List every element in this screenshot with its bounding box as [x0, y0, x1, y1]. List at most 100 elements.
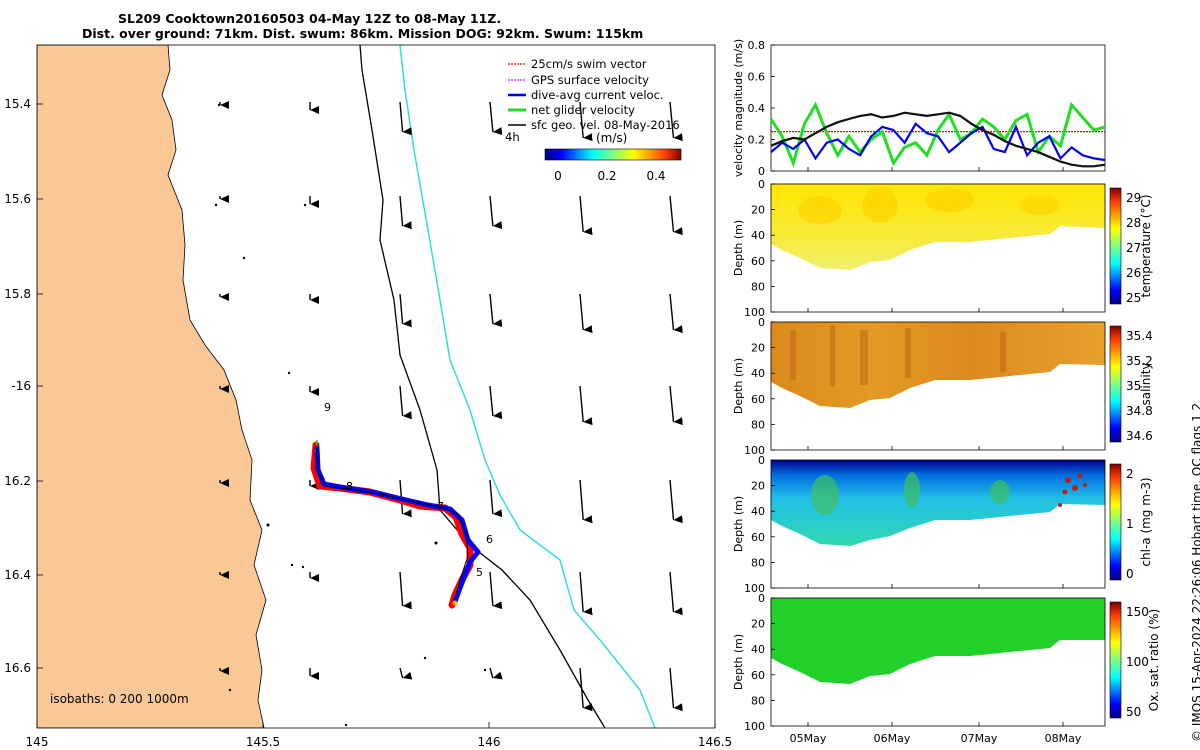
temperature-warm-blobs: [798, 187, 1060, 224]
colorbar-tick-label: 100: [1126, 655, 1149, 669]
colorbar-tick-label: 34.8: [1126, 404, 1153, 418]
colorbar-axis-label: Ox. sat. ratio (%): [1147, 609, 1161, 711]
velocity-ytick-label: 0.4: [748, 102, 766, 115]
temperature-colorbar: [1109, 187, 1122, 305]
colorbar-tick-0: 0: [554, 169, 562, 183]
colorbar-tick-label: 1: [1126, 517, 1134, 531]
depth-tick-label: 60: [751, 393, 765, 406]
current-arrow: [669, 101, 683, 142]
depth-tick-label: 0: [758, 592, 765, 605]
colorbar-tick-label: 0: [1126, 567, 1134, 581]
colorbar-tick-1: 0.2: [597, 169, 616, 183]
depth-tick-label: 20: [751, 618, 765, 631]
map-ytick-label: 16.6: [4, 661, 31, 675]
temperature-axes-frame: [770, 183, 1106, 313]
colorbar-tick-label: 25: [1126, 291, 1141, 305]
legend-item-net-glider: net glider velocity: [508, 103, 635, 117]
current-arrow: [669, 571, 683, 616]
map-ytick-label: 16.2: [4, 474, 31, 488]
colorbar-tick-label: 27: [1126, 241, 1141, 255]
depth-tick-label: 0: [758, 178, 765, 191]
depth-tick-label: 40: [751, 643, 765, 656]
velocity-ytick-label: 0.6: [748, 71, 766, 84]
colorbar-axis-label: chl-a (mg m-3): [1139, 477, 1153, 566]
chla-axes-frame: [770, 459, 1106, 589]
land-polygon: [37, 45, 267, 728]
current-arrow: [579, 385, 593, 426]
colorbar-tick-label: 28: [1126, 216, 1141, 230]
isobath-1000m: [399, 45, 656, 728]
salinity-panel: [770, 321, 1122, 451]
legend-4h-label: 4h: [505, 130, 520, 144]
map-xtick-label: 146.5: [698, 735, 732, 749]
colorbar-axis-label: salinity: [1139, 362, 1153, 405]
reef-marks: [214, 103, 487, 727]
depth-tick-label: 40: [751, 367, 765, 380]
date-tick-label: 06May: [874, 732, 911, 745]
depth-tick-label: 100: [744, 720, 765, 733]
dive-avg-current-track: [314, 445, 481, 605]
colorbar-tick-label: 29: [1126, 191, 1141, 205]
velocity-ytick-label: 0.8: [748, 39, 766, 52]
current-arrow: [669, 195, 683, 236]
salinity-axes-frame: [770, 321, 1106, 451]
isobaths-label: isobaths: 0 200 1000m: [50, 692, 189, 706]
track-centerline: [315, 444, 469, 601]
chla-green-patches: [811, 472, 1010, 515]
legend-label-swim-vector: 25cm/s swim vector: [531, 57, 647, 71]
velocity-lines: [769, 101, 1106, 168]
chla-high-spots: [1058, 473, 1087, 507]
current-arrow: [399, 667, 413, 680]
track-start-marker: [452, 600, 458, 606]
legend-item-gps-velocity: GPS surface velocity: [508, 73, 649, 87]
map-ytick-label: 15.8: [4, 287, 31, 301]
depth-axis-label: Depth (m): [732, 358, 745, 414]
velocity-axes-frame: [770, 44, 1106, 172]
current-arrow: [669, 293, 683, 334]
figure-title-line2: Dist. over ground: 71km. Dist. swum: 86k…: [82, 26, 644, 41]
depth-tick-label: 80: [751, 280, 765, 293]
current-arrow: [399, 385, 412, 420]
legend-item-dive-avg: dive-avg current veloc.: [508, 88, 664, 102]
velocity-ticks: 0 0.2 0.4 0.6 0.8: [748, 39, 1064, 178]
depth-tick-label: 40: [751, 229, 765, 242]
map-axes-frame: [36, 44, 716, 729]
oxygen-field: [771, 598, 1105, 684]
map-ytick-label: -16: [11, 379, 31, 393]
colorbar-tick-label: 35.4: [1126, 329, 1153, 343]
colorbar-unit-label: (m/s): [596, 131, 627, 145]
chla-colorbar: [1109, 463, 1122, 581]
current-arrow: [399, 571, 412, 610]
depth-axis-label: Depth (m): [732, 634, 745, 690]
depth-tick-label: 60: [751, 669, 765, 682]
depth-tick-label: 60: [751, 531, 765, 544]
depth-tick-label: 80: [751, 694, 765, 707]
depth-tick-label: 20: [751, 480, 765, 493]
oxygen-axes-frame: [770, 597, 1106, 727]
velocity-ytick-label: 0.2: [748, 134, 766, 147]
salinity-colorbar: [1109, 325, 1122, 443]
legend-item-swim-vector: 25cm/s swim vector: [508, 57, 647, 71]
map-ytick-label: 15.6: [4, 192, 31, 206]
legend-label-dive-avg: dive-avg current veloc.: [531, 88, 664, 102]
day-label-8: 8: [346, 480, 353, 493]
current-arrow: [579, 293, 593, 334]
velocity-panel: 0 0.2 0.4 0.6 0.8 velocity magnitude (m/s): [732, 39, 1106, 178]
velocity-series-line: [770, 122, 1106, 162]
current-arrow: [399, 195, 412, 230]
depth-tick-label: 100: [744, 582, 765, 595]
velocity-ylabel: velocity magnitude (m/s): [732, 39, 745, 177]
map-ytick-label: 15.4: [4, 97, 31, 111]
map-xtick-label: 146: [478, 735, 501, 749]
current-arrow: [489, 101, 503, 136]
current-arrow: [579, 479, 593, 524]
legend-label-net-glider: net glider velocity: [531, 103, 635, 117]
current-arrow: [399, 293, 412, 328]
colorbar-tick-label: 26: [1126, 266, 1141, 280]
day-label-5: 5: [476, 566, 483, 579]
legend-label-gps-velocity: GPS surface velocity: [531, 73, 649, 87]
depth-tick-label: 80: [751, 556, 765, 569]
isobath-200m: [359, 45, 606, 728]
